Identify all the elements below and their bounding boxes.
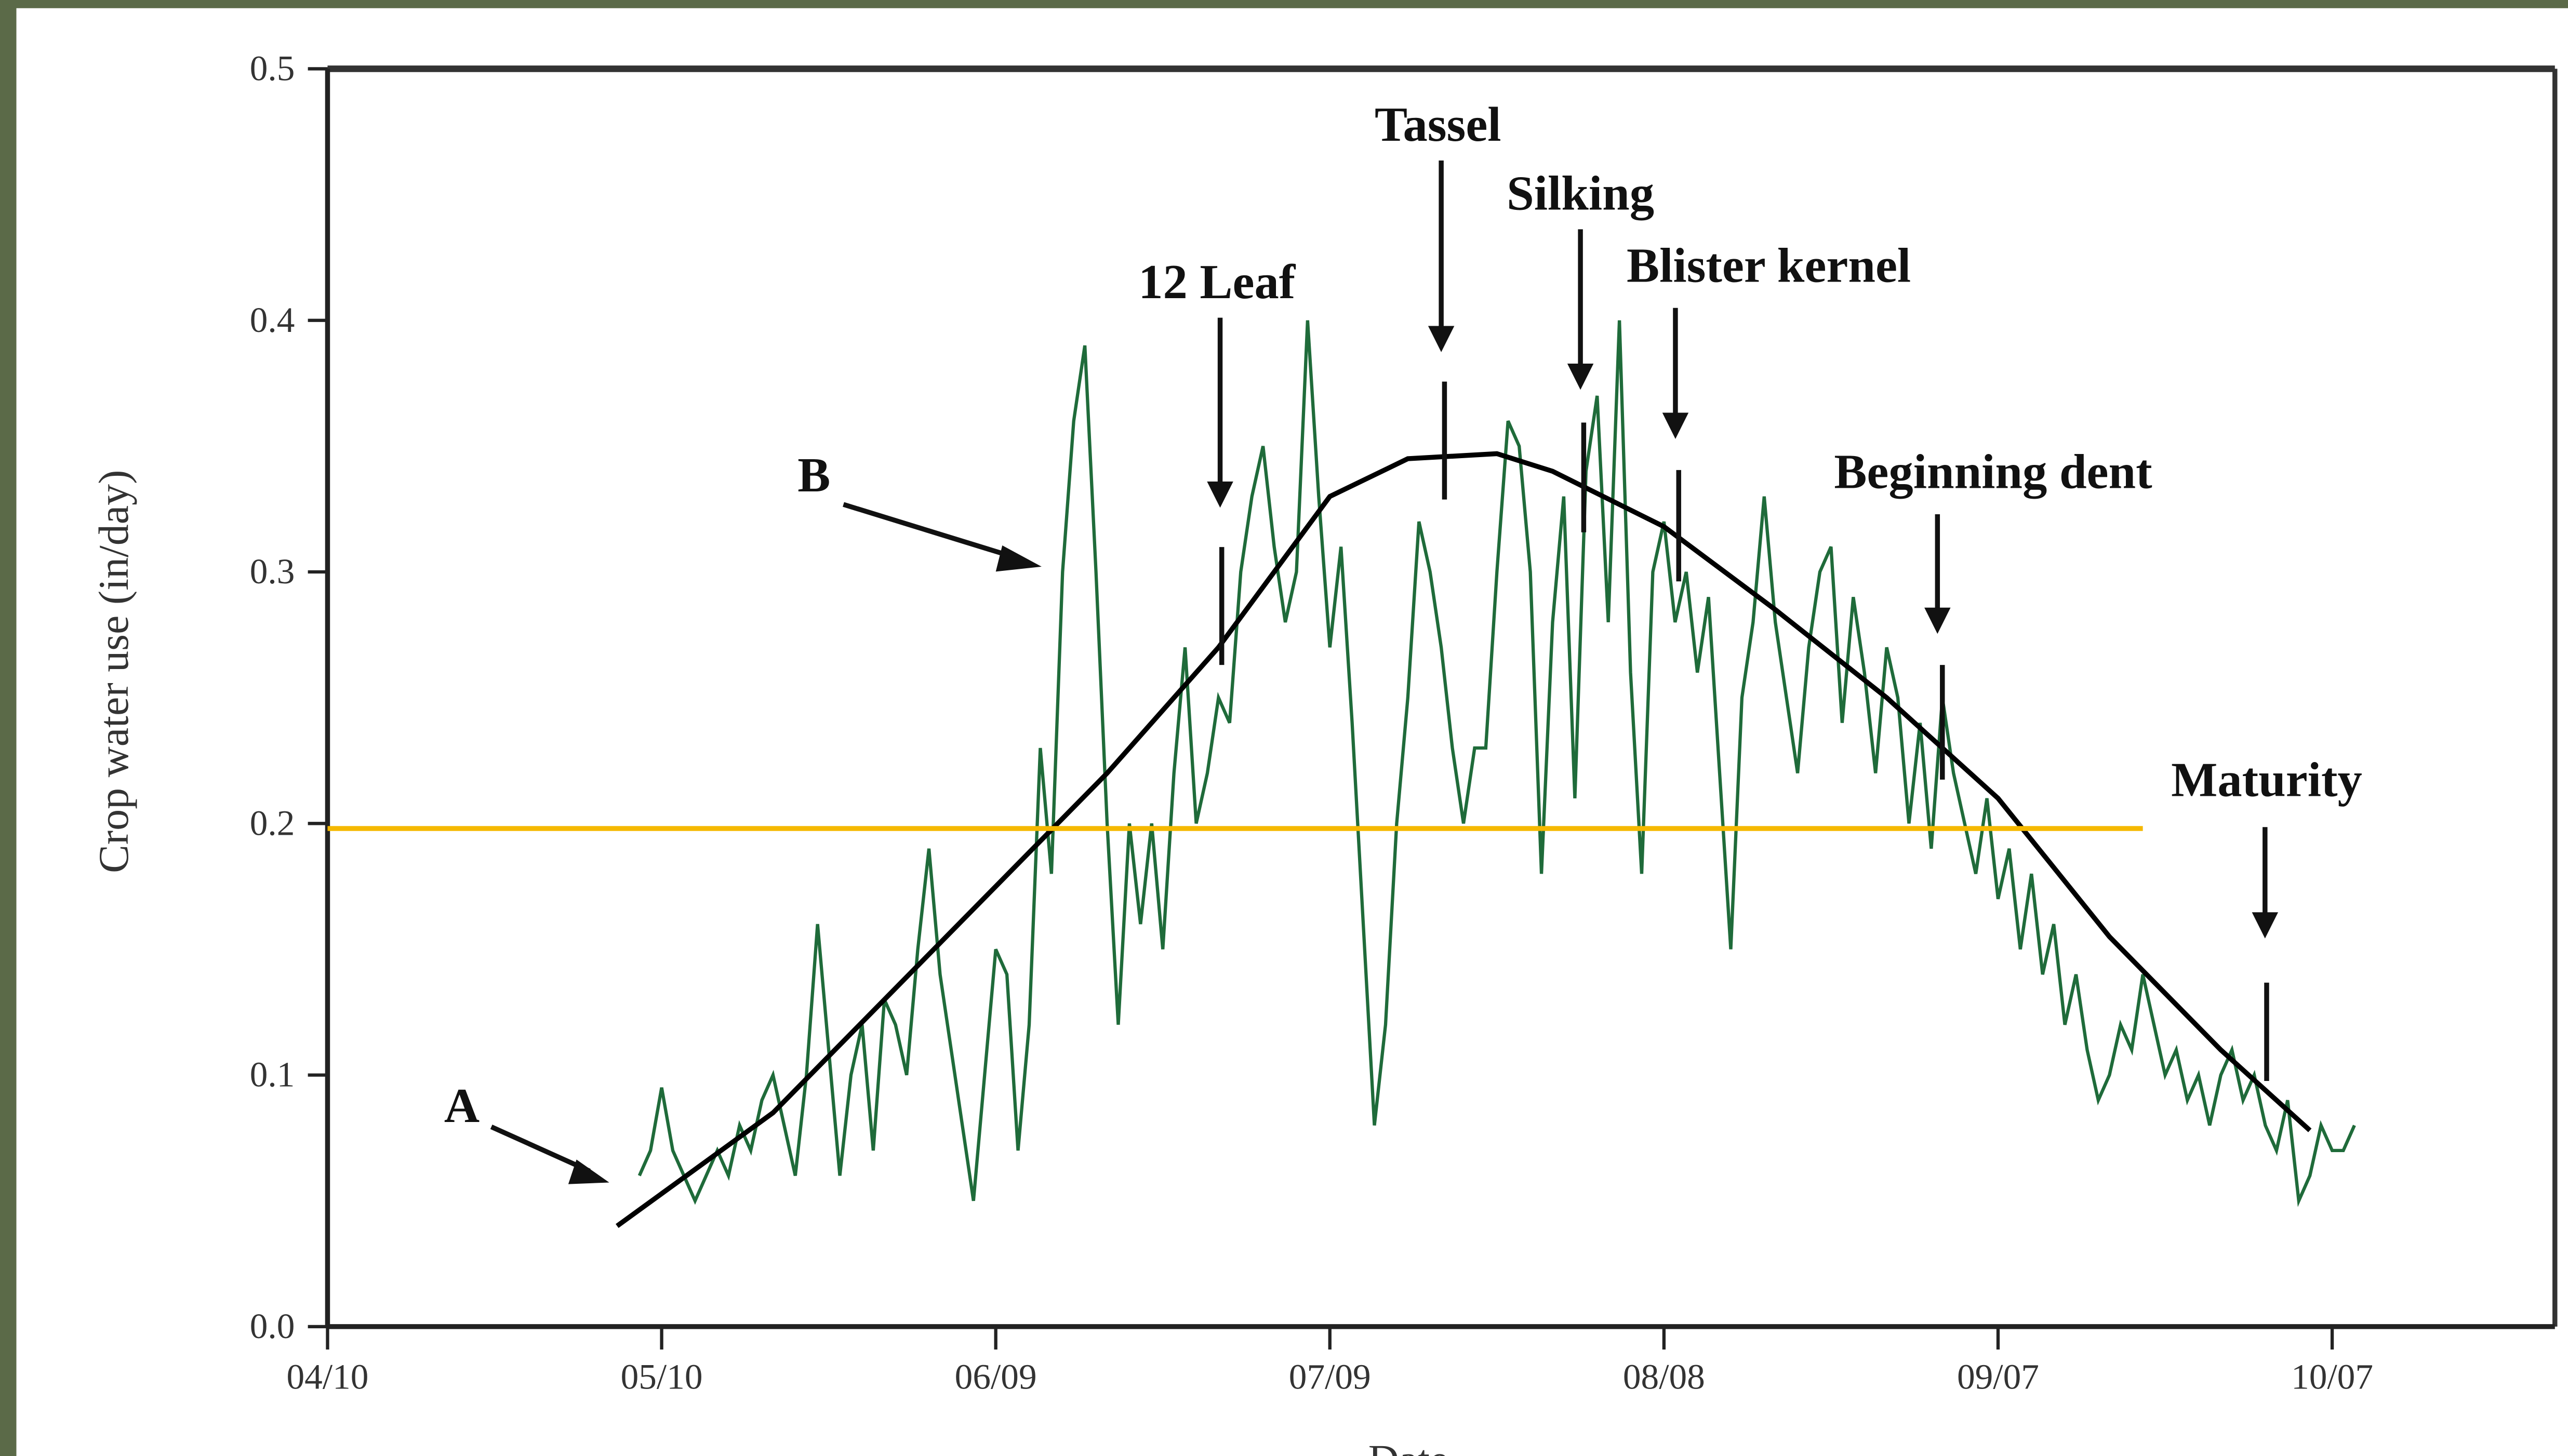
annotation: B — [797, 448, 830, 502]
arrow-head — [1428, 326, 1455, 352]
series-line — [637, 320, 2356, 1207]
annotation: Tassel — [1375, 98, 1501, 152]
annotation: Maturity — [2171, 753, 2362, 807]
annotation: A — [444, 1079, 480, 1133]
arrow-head — [1207, 481, 1233, 508]
y-axis-label: Crop water use (in/day) — [90, 470, 137, 873]
arrow-head — [568, 1159, 609, 1184]
y-tick-label: 0.5 — [250, 48, 295, 88]
y-tick-label: 0.3 — [250, 552, 295, 592]
arrow-head — [1924, 607, 1951, 634]
x-tick-label: 06/09 — [955, 1357, 1037, 1397]
x-axis-label: Date — [1368, 1436, 1449, 1456]
annotation: Blister kernel — [1627, 238, 1911, 292]
x-tick-label: 10/07 — [2291, 1357, 2373, 1397]
arrow-head — [1662, 412, 1689, 439]
chart-background — [16, 8, 2568, 1456]
x-tick-label: 04/10 — [287, 1357, 369, 1397]
annotation-arrow — [490, 1124, 591, 1173]
arrow-head — [1567, 363, 1594, 390]
annotation-arrow — [843, 502, 1020, 561]
x-tick-label: 09/07 — [1957, 1357, 2039, 1397]
x-tick-label: 05/10 — [621, 1357, 703, 1397]
annotation: Silking — [1507, 167, 1654, 221]
y-tick-label: 0.2 — [250, 803, 295, 843]
arrow-head — [2252, 912, 2279, 939]
x-tick-label: 07/09 — [1289, 1357, 1371, 1397]
x-tick-label: 08/08 — [1623, 1357, 1705, 1397]
annotation: 12 Leaf — [1138, 255, 1296, 309]
y-tick-label: 0.4 — [250, 300, 295, 340]
y-tick-label: 0.0 — [250, 1306, 295, 1346]
arrow-head — [995, 545, 1042, 572]
y-tick-label: 0.1 — [250, 1055, 295, 1095]
annotation: Beginning dent — [1834, 445, 2152, 499]
